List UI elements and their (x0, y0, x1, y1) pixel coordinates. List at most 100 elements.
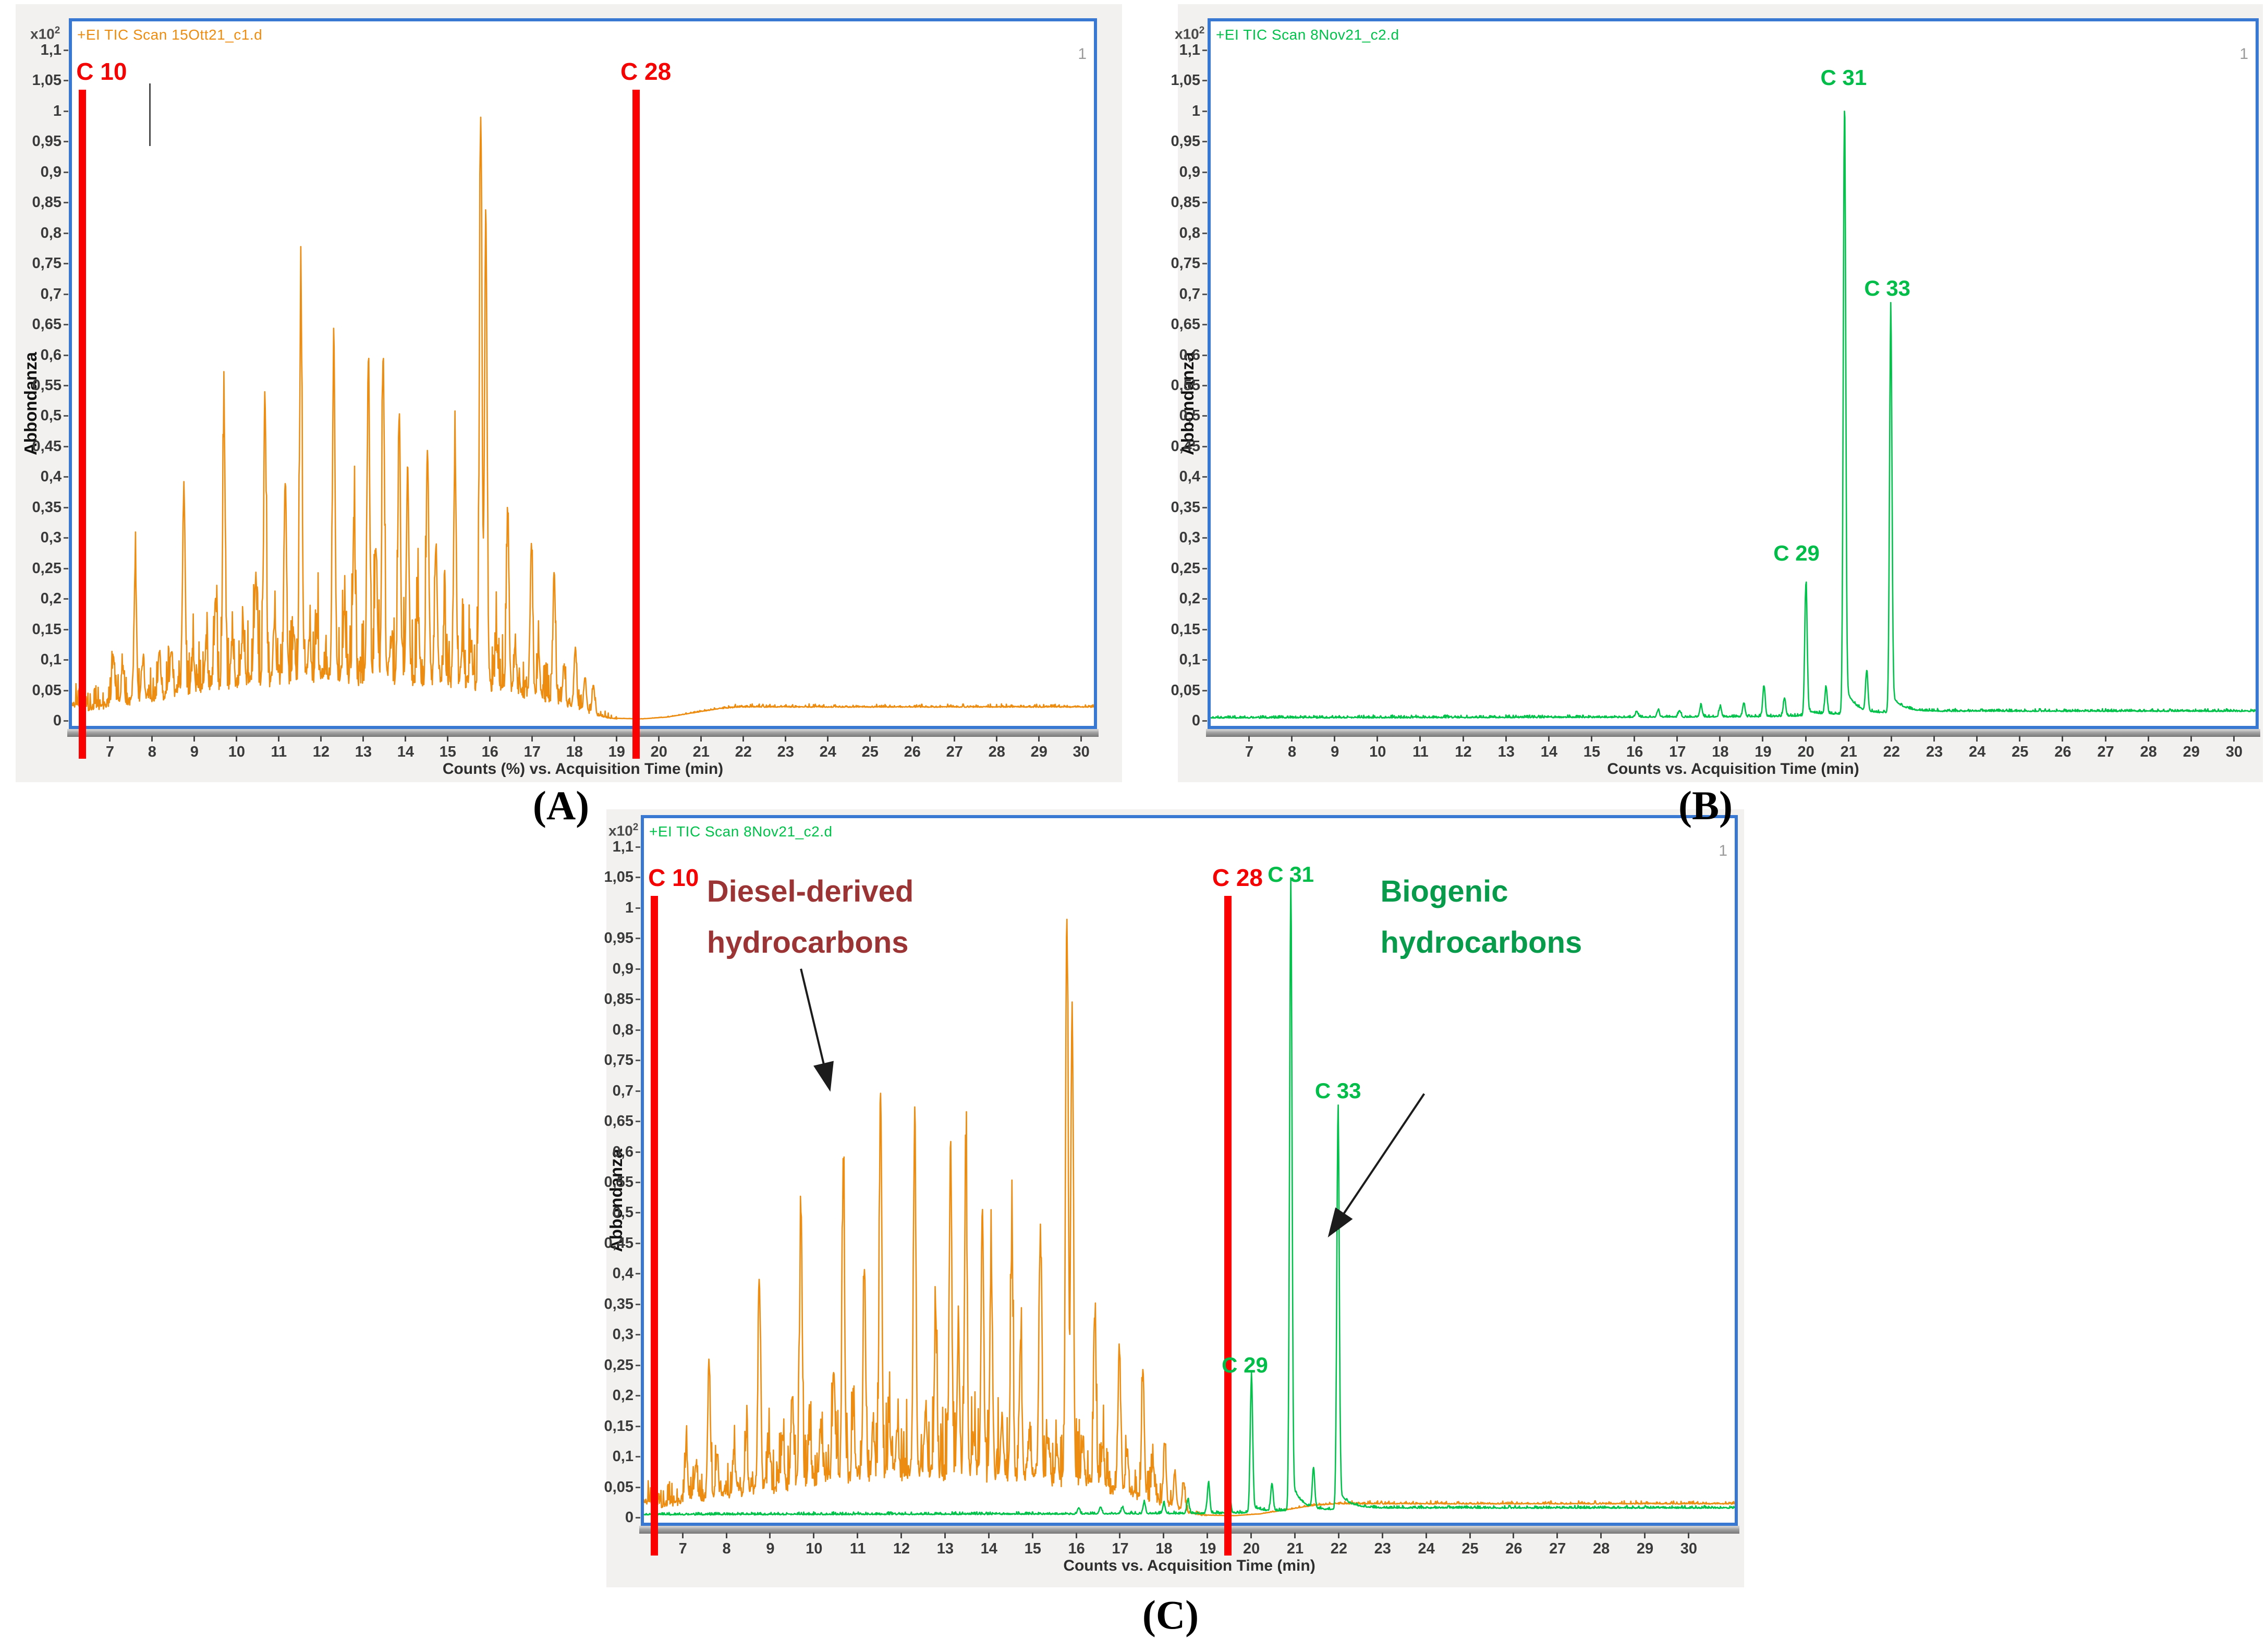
y-tick-label: 0,15 (604, 1417, 633, 1435)
y-tick-mark (1202, 171, 1207, 173)
y-tick-label: 0,3 (40, 529, 62, 546)
y-tick-label: 0,65 (604, 1113, 633, 1130)
panel-caption-a: (A) (532, 783, 590, 828)
x-tick-label: 19 (608, 744, 625, 760)
x-axis-title: Counts vs. Acquisition Time (min) (1607, 760, 1859, 778)
x-tick-mark (151, 736, 153, 742)
y-tick-mark (64, 80, 68, 82)
x-tick-label: 9 (1331, 744, 1339, 760)
x-tick-mark (1291, 736, 1293, 742)
y-tick-label: 0,75 (604, 1052, 633, 1069)
x-tick-label: 22 (1883, 744, 1900, 760)
x-tick-mark (2104, 736, 2106, 742)
x-tick-label: 26 (904, 744, 921, 760)
y-tick-mark (64, 506, 68, 508)
y-tick-label: 1,05 (32, 72, 62, 89)
y-tick-label: 0,85 (1171, 194, 1200, 211)
y-scale-mantissa: x10 (608, 822, 633, 839)
y-tick-mark (636, 938, 640, 940)
x-tick-mark (1590, 736, 1592, 742)
x-tick-label: 24 (1969, 744, 1986, 760)
chromatogram-trace-svg-b (1211, 111, 2256, 719)
y-tick-mark (1202, 141, 1207, 143)
x-tick-mark (1425, 1533, 1427, 1538)
x-tick-mark (857, 1533, 859, 1538)
marker-line-c28 (632, 89, 640, 759)
y-tick-label: 0,5 (612, 1204, 633, 1221)
marker-label-c10: C 10 (648, 864, 699, 891)
x-tick-label: 19 (1755, 744, 1772, 760)
x-tick-mark (1805, 736, 1807, 742)
marker-label-c28: C 28 (620, 57, 672, 85)
x-tick-label: 8 (1287, 744, 1297, 760)
x-tick-mark (1644, 1533, 1646, 1538)
y-tick-mark (1202, 506, 1207, 508)
y-tick-label: 0,45 (32, 438, 62, 455)
x-tick-label: 11 (271, 744, 287, 760)
x-tick-label: 18 (566, 744, 583, 760)
y-tick-mark (1202, 476, 1207, 478)
plot-area-a: +EI TIC Scan 15Ott21_c1.d 1 (69, 18, 1097, 729)
marker-line-c10 (79, 89, 87, 759)
trace-diesel (72, 116, 1094, 720)
y-tick-label: 0,95 (604, 930, 633, 947)
x-tick-label: 15 (1024, 1540, 1041, 1557)
x-tick-mark (1334, 736, 1336, 742)
y-tick-mark (636, 1303, 640, 1305)
y-scale-mantissa: x10 (30, 26, 55, 42)
y-axis-title: Abbondanza (21, 352, 40, 456)
x-tick-label: 11 (849, 1540, 866, 1557)
y-tick-mark (636, 1486, 640, 1488)
x-tick-mark (869, 736, 871, 742)
y-tick-mark (64, 202, 68, 204)
y-tick-label: 0,7 (40, 285, 62, 302)
y-tick-label: 1,1 (1179, 42, 1200, 58)
panel-caption-b: (B) (1678, 783, 1733, 828)
x-tick-label: 12 (312, 744, 330, 760)
y-tick-mark (636, 907, 640, 909)
y-tick-label: 0,05 (604, 1478, 633, 1496)
x-tick-label: 27 (946, 744, 963, 760)
y-tick-mark (1202, 263, 1207, 265)
y-tick-label: 0,65 (1171, 316, 1200, 333)
y-tick-mark (64, 293, 68, 295)
x-tick-label: 13 (1497, 744, 1515, 760)
y-tick-mark (636, 1242, 640, 1244)
y-tick-mark (1202, 415, 1207, 417)
x-tick-mark (2062, 736, 2064, 742)
y-tick-label: 0,75 (32, 255, 62, 272)
x-tick-mark (1376, 736, 1379, 742)
x-tick-label: 28 (988, 744, 1005, 760)
x-tick-label: 22 (1330, 1540, 1347, 1557)
y-tick-mark (636, 1456, 640, 1458)
y-tick-label: 0,35 (1171, 499, 1200, 516)
y-tick-mark (1202, 324, 1207, 326)
y-tick-mark (636, 968, 640, 970)
x-tick-mark (700, 736, 702, 742)
y-tick-label: 1 (1191, 102, 1200, 119)
peak-label-c31: C 31 (1268, 862, 1314, 887)
y-tick-label: 0,1 (1179, 651, 1200, 669)
scan-file-header: +EI TIC Scan 15Ott21_c1.d (77, 27, 263, 43)
x-tick-mark (1337, 1533, 1339, 1538)
x-tick-mark (1719, 736, 1721, 742)
x-tick-label: 16 (1626, 744, 1643, 760)
y-tick-mark (636, 1151, 640, 1153)
y-tick-mark (636, 1090, 640, 1092)
y-tick-label: 0,85 (32, 194, 62, 211)
x-tick-mark (446, 736, 448, 742)
x-tick-mark (573, 736, 575, 742)
corner-mark: 1 (2239, 45, 2248, 63)
y-tick-label: 1,05 (1171, 72, 1200, 89)
y-tick-label: 0,55 (32, 377, 62, 394)
marker-line-c10 (651, 895, 659, 1556)
corner-mark: 1 (1719, 842, 1727, 859)
x-tick-label: 18 (1712, 744, 1729, 760)
trace-biogenic (644, 877, 1735, 1516)
x-tick-mark (108, 736, 111, 742)
y-tick-label: 0,8 (40, 224, 62, 241)
marker-label-c28: C 28 (1212, 864, 1263, 891)
y-tick-label: 0,25 (1171, 560, 1200, 577)
y-tick-mark (636, 999, 640, 1001)
trace-diesel (644, 918, 1735, 1516)
